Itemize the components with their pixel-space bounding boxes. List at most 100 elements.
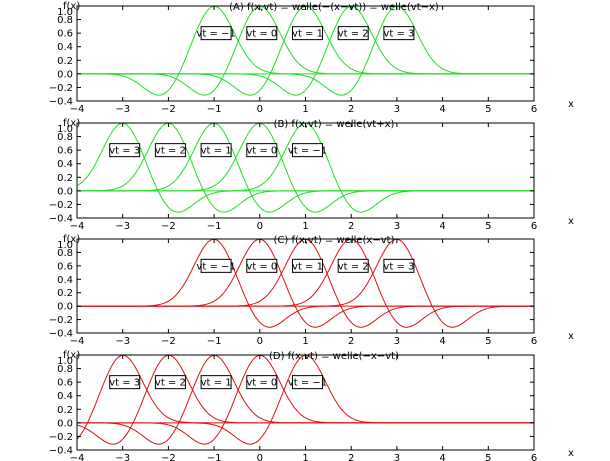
plot-frame-d bbox=[76, 354, 535, 451]
series-line-c-1 bbox=[77, 238, 534, 328]
x-tick-label-c-1: −3 bbox=[115, 336, 130, 347]
x-tick-label-b-0: −4 bbox=[70, 221, 85, 232]
x-tick-label-c-10: 6 bbox=[531, 336, 537, 347]
x-tick-label-d-8: 4 bbox=[439, 453, 445, 461]
series-label-box-c-2 bbox=[292, 258, 323, 273]
x-tick-label-a-6: 2 bbox=[348, 104, 354, 115]
series-label-c-3: vt = 2 bbox=[338, 261, 369, 272]
x-tick-label-b-5: 1 bbox=[302, 221, 308, 232]
series-line-b-0 bbox=[76, 122, 534, 213]
y-tick-label-d-2: 0.6 bbox=[57, 378, 73, 389]
x-tick-label-a-7: 3 bbox=[394, 104, 400, 115]
x-tick-label-c-0: −4 bbox=[70, 336, 85, 347]
series-label-d-1: vt = 2 bbox=[155, 378, 186, 389]
series-line-d-4 bbox=[77, 354, 534, 445]
series-label-d-3: vt = 0 bbox=[246, 378, 277, 389]
y-tick-label-a-3: 0.4 bbox=[57, 42, 73, 53]
series-label-box-d-0 bbox=[109, 375, 141, 390]
y-axis-label-c: f(x) bbox=[63, 234, 80, 245]
x-tick-label-b-6: 2 bbox=[348, 221, 354, 232]
series-line-a-3 bbox=[77, 5, 534, 96]
x-tick-label-d-0: −4 bbox=[70, 453, 85, 461]
x-tick-label-a-10: 6 bbox=[531, 104, 537, 115]
series-label-d-0: vt = 3 bbox=[109, 378, 140, 389]
y-tick-label-a-6: −0.2 bbox=[49, 83, 73, 94]
x-tick-label-b-9: 5 bbox=[485, 221, 491, 232]
series-label-box-d-2 bbox=[200, 375, 232, 390]
plot-frame-b bbox=[76, 122, 535, 219]
series-line-c-4 bbox=[77, 238, 534, 328]
series-label-box-d-4 bbox=[292, 375, 323, 390]
y-tick-label-c-2: 0.6 bbox=[57, 261, 73, 272]
y-tick-label-d-0: 1.0 bbox=[57, 356, 73, 367]
y-tick-label-b-4: 0.2 bbox=[57, 173, 73, 184]
x-tick-label-b-10: 6 bbox=[531, 221, 537, 232]
x-tick-label-d-4: 0 bbox=[257, 453, 263, 461]
y-tick-label-b-6: −0.2 bbox=[49, 200, 73, 211]
chart-title-b: (B) f(x,vt) = welle(vt+x) bbox=[274, 119, 395, 130]
series-label-b-1: vt = 2 bbox=[155, 146, 186, 157]
y-tick-label-b-1: 0.8 bbox=[57, 132, 73, 143]
series-label-c-4: vt = 3 bbox=[383, 261, 414, 272]
x-tick-label-a-4: 0 bbox=[257, 104, 263, 115]
x-tick-label-c-5: 1 bbox=[302, 336, 308, 347]
series-label-c-1: vt = 0 bbox=[246, 261, 277, 272]
y-axis-label-a: f(x) bbox=[63, 1, 80, 12]
series-label-b-2: vt = 1 bbox=[201, 146, 232, 157]
x-tick-label-a-9: 5 bbox=[485, 104, 491, 115]
x-tick-label-d-7: 3 bbox=[394, 453, 400, 461]
series-line-c-3 bbox=[77, 238, 534, 328]
series-label-box-c-3 bbox=[337, 258, 369, 273]
x-axis-label-b: x bbox=[568, 216, 574, 227]
series-label-d-2: vt = 1 bbox=[201, 378, 232, 389]
series-line-a-1 bbox=[77, 5, 534, 96]
panel-a: −4 −3 −2 −1 0 1 2 3 4 5 6 0.8 0.6 0.4 0.2 0.0 −0.2 −0.4 1.… bbox=[49, 1, 574, 115]
y-tick-label-b-3: 0.4 bbox=[57, 159, 73, 170]
x-tick-label-a-2: −2 bbox=[161, 104, 176, 115]
y-tick-label-c-3: 0.4 bbox=[57, 275, 73, 286]
y-axis-label-b: f(x) bbox=[63, 118, 80, 129]
series-label-box-d-1 bbox=[154, 375, 186, 390]
x-tick-label-d-3: −1 bbox=[207, 453, 222, 461]
series-label-box-a-1 bbox=[246, 26, 278, 41]
y-tick-label-b-2: 0.6 bbox=[57, 146, 73, 157]
series-label-box-b-4 bbox=[292, 143, 323, 158]
x-tick-label-b-2: −2 bbox=[161, 221, 176, 232]
x-tick-label-d-5: 1 bbox=[302, 453, 308, 461]
x-tick-label-c-7: 3 bbox=[394, 336, 400, 347]
series-label-b-4: vt = −1 bbox=[288, 146, 327, 157]
series-label-box-b-2 bbox=[200, 143, 232, 158]
series-label-box-a-0 bbox=[200, 26, 232, 41]
series-label-box-b-0 bbox=[109, 143, 141, 158]
y-tick-label-d-7: −0.4 bbox=[49, 446, 73, 457]
series-label-box-a-3 bbox=[337, 26, 369, 41]
x-tick-label-b-1: −3 bbox=[115, 221, 130, 232]
x-tick-label-c-2: −2 bbox=[161, 336, 176, 347]
panel-b: −4 −3 −2 −1 0 1 2 3 4 5 6 0.8 0.6 0.4 0.2 0.0 −0.2 −0.4 1.… bbox=[49, 118, 574, 232]
x-axis-label-a: x bbox=[568, 99, 574, 110]
y-tick-label-a-1: 0.8 bbox=[57, 15, 73, 26]
plot-frame-c bbox=[76, 238, 535, 334]
series-label-box-a-2 bbox=[292, 26, 323, 41]
series-line-b-3 bbox=[77, 122, 534, 213]
x-axis-label-c: x bbox=[568, 331, 574, 342]
series-label-a-4: vt = 3 bbox=[383, 29, 414, 40]
series-line-a-2 bbox=[77, 5, 534, 96]
series-line-d-0 bbox=[76, 354, 534, 440]
x-tick-label-c-6: 2 bbox=[348, 336, 354, 347]
chart-title-c: (C) f(x,vt) = welle(x−vt) bbox=[274, 235, 395, 246]
series-label-c-2: vt = 1 bbox=[292, 261, 323, 272]
x-tick-label-a-1: −3 bbox=[115, 104, 130, 115]
series-line-a-0 bbox=[77, 5, 534, 96]
x-tick-label-a-5: 1 bbox=[302, 104, 308, 115]
x-tick-label-c-3: −1 bbox=[207, 336, 222, 347]
series-label-box-c-0 bbox=[200, 258, 232, 273]
y-tick-label-a-0: 1.0 bbox=[57, 7, 73, 18]
series-line-b-4 bbox=[77, 122, 534, 213]
y-tick-label-c-4: 0.2 bbox=[57, 288, 73, 299]
x-tick-label-b-8: 4 bbox=[439, 221, 445, 232]
x-tick-label-d-9: 5 bbox=[485, 453, 491, 461]
chart-title-d: (D) f(x,vt) = welle(−x−vt) bbox=[269, 351, 399, 362]
y-tick-label-b-7: −0.4 bbox=[49, 214, 73, 225]
